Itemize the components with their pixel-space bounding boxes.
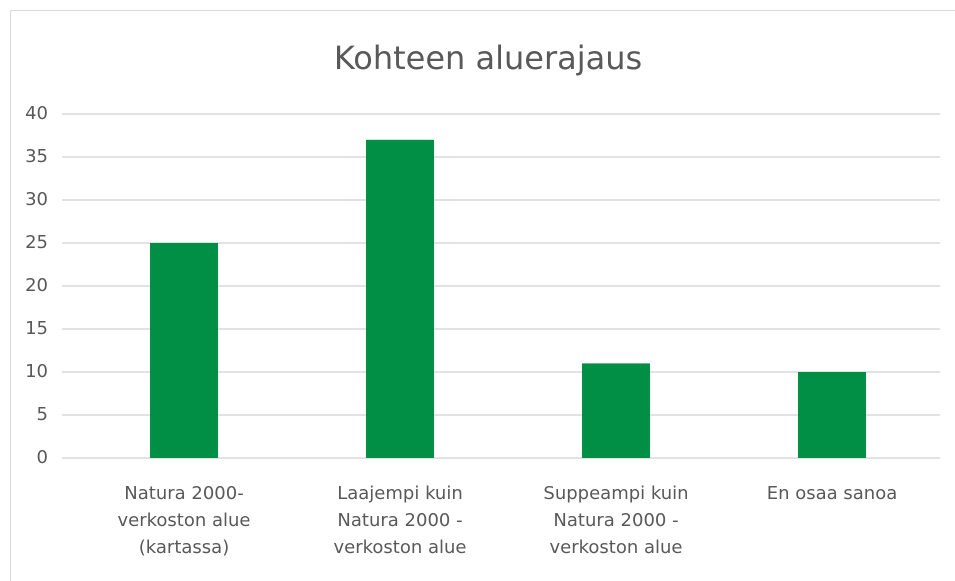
bar <box>798 372 866 458</box>
y-tick-label: 35 <box>25 146 48 167</box>
y-tick-label: 0 <box>37 447 48 468</box>
bar <box>150 243 218 458</box>
x-tick-label: Natura 2000-verkoston alue (kartassa) <box>117 483 251 558</box>
chart-title: Kohteen aluerajaus <box>334 39 642 77</box>
y-tick-label: 25 <box>25 232 48 253</box>
y-tick-label: 10 <box>25 361 48 382</box>
y-tick-label: 20 <box>25 275 48 296</box>
y-tick-label: 15 <box>25 318 48 339</box>
bar <box>582 363 650 458</box>
y-tick-label: 5 <box>37 404 48 425</box>
y-tick-label: 30 <box>25 189 48 210</box>
x-tick-label: Suppeampi kuin Natura 2000 -verkoston al… <box>543 483 689 558</box>
x-tick-label: En osaa sanoa <box>766 483 898 504</box>
y-tick-label: 40 <box>25 103 48 124</box>
chart-border <box>10 10 955 581</box>
bar <box>366 139 434 459</box>
x-tick-label: Laajempi kuin Natura 2000 -verkoston alu… <box>333 483 467 558</box>
